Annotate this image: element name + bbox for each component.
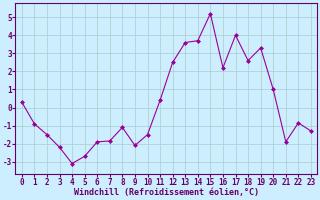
X-axis label: Windchill (Refroidissement éolien,°C): Windchill (Refroidissement éolien,°C) [74,188,259,197]
